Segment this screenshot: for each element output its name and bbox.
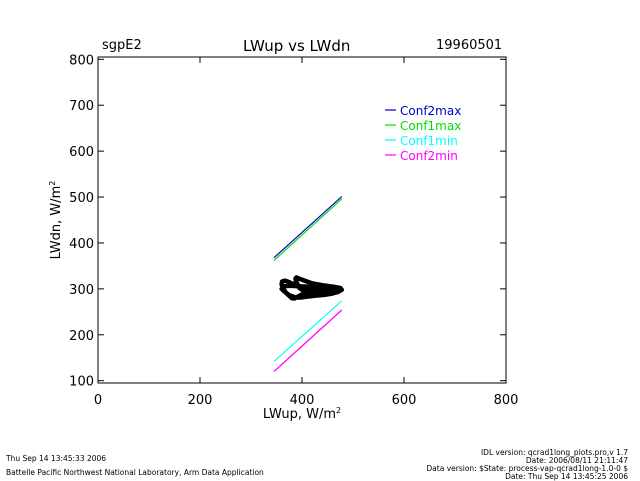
legend-label-conf1min: Conf1min	[400, 134, 458, 148]
y-tick-label: 200	[69, 329, 94, 344]
legend-label-conf2max: Conf2max	[400, 104, 461, 118]
x-tick-label: 0	[94, 393, 102, 408]
site-label: sgpE2	[102, 38, 142, 53]
date-label: 19960501	[436, 38, 503, 53]
data-date: Date: Thu Sep 14 13:45:25 2006	[505, 472, 628, 481]
run-time: Thu Sep 14 13:45:33 2006	[6, 454, 107, 463]
y-tick-label: 300	[69, 283, 94, 298]
chart-title: LWup vs LWdn	[243, 37, 351, 55]
y-tick-label: 500	[69, 191, 94, 206]
x-tick-label: 200	[188, 393, 213, 408]
y-tick-label: 100	[69, 375, 94, 390]
chart-series	[273, 196, 345, 372]
version-date: Date: 2006/08/11 21:11:47	[525, 456, 628, 465]
institution: Battelle Pacific Northwest National Labo…	[6, 468, 264, 477]
y-tick-label: 800	[69, 53, 94, 68]
legend-label-conf2min: Conf2min	[400, 149, 458, 163]
data-version: Data version: $State: process-vap-qcrad1…	[426, 464, 628, 473]
x-tick-label: 800	[494, 393, 519, 408]
series-line-conf1max	[273, 198, 343, 261]
x-tick-label: 600	[392, 393, 417, 408]
y-tick-label: 600	[69, 145, 94, 160]
y-axis-label: LWdn, W/m2	[48, 181, 64, 260]
series-line-conf1min	[273, 300, 343, 362]
x-axis-label: LWup, W/m2	[263, 406, 341, 422]
observed-data-line	[279, 275, 345, 301]
series-line-conf2min	[273, 309, 343, 372]
chart-axes: 0 200 400 600 800 100 200 300 400 500 600 700 800 LWu…	[48, 53, 518, 422]
y-tick-label: 400	[69, 237, 94, 252]
legend-label-conf1max: Conf1max	[400, 119, 461, 133]
x-tick-label: 400	[290, 393, 315, 408]
y-tick-label: 700	[69, 99, 94, 114]
series-line-conf2max	[273, 196, 343, 259]
idl-version: IDL version: qcrad1long_plots.pro,v 1.7	[480, 448, 628, 457]
